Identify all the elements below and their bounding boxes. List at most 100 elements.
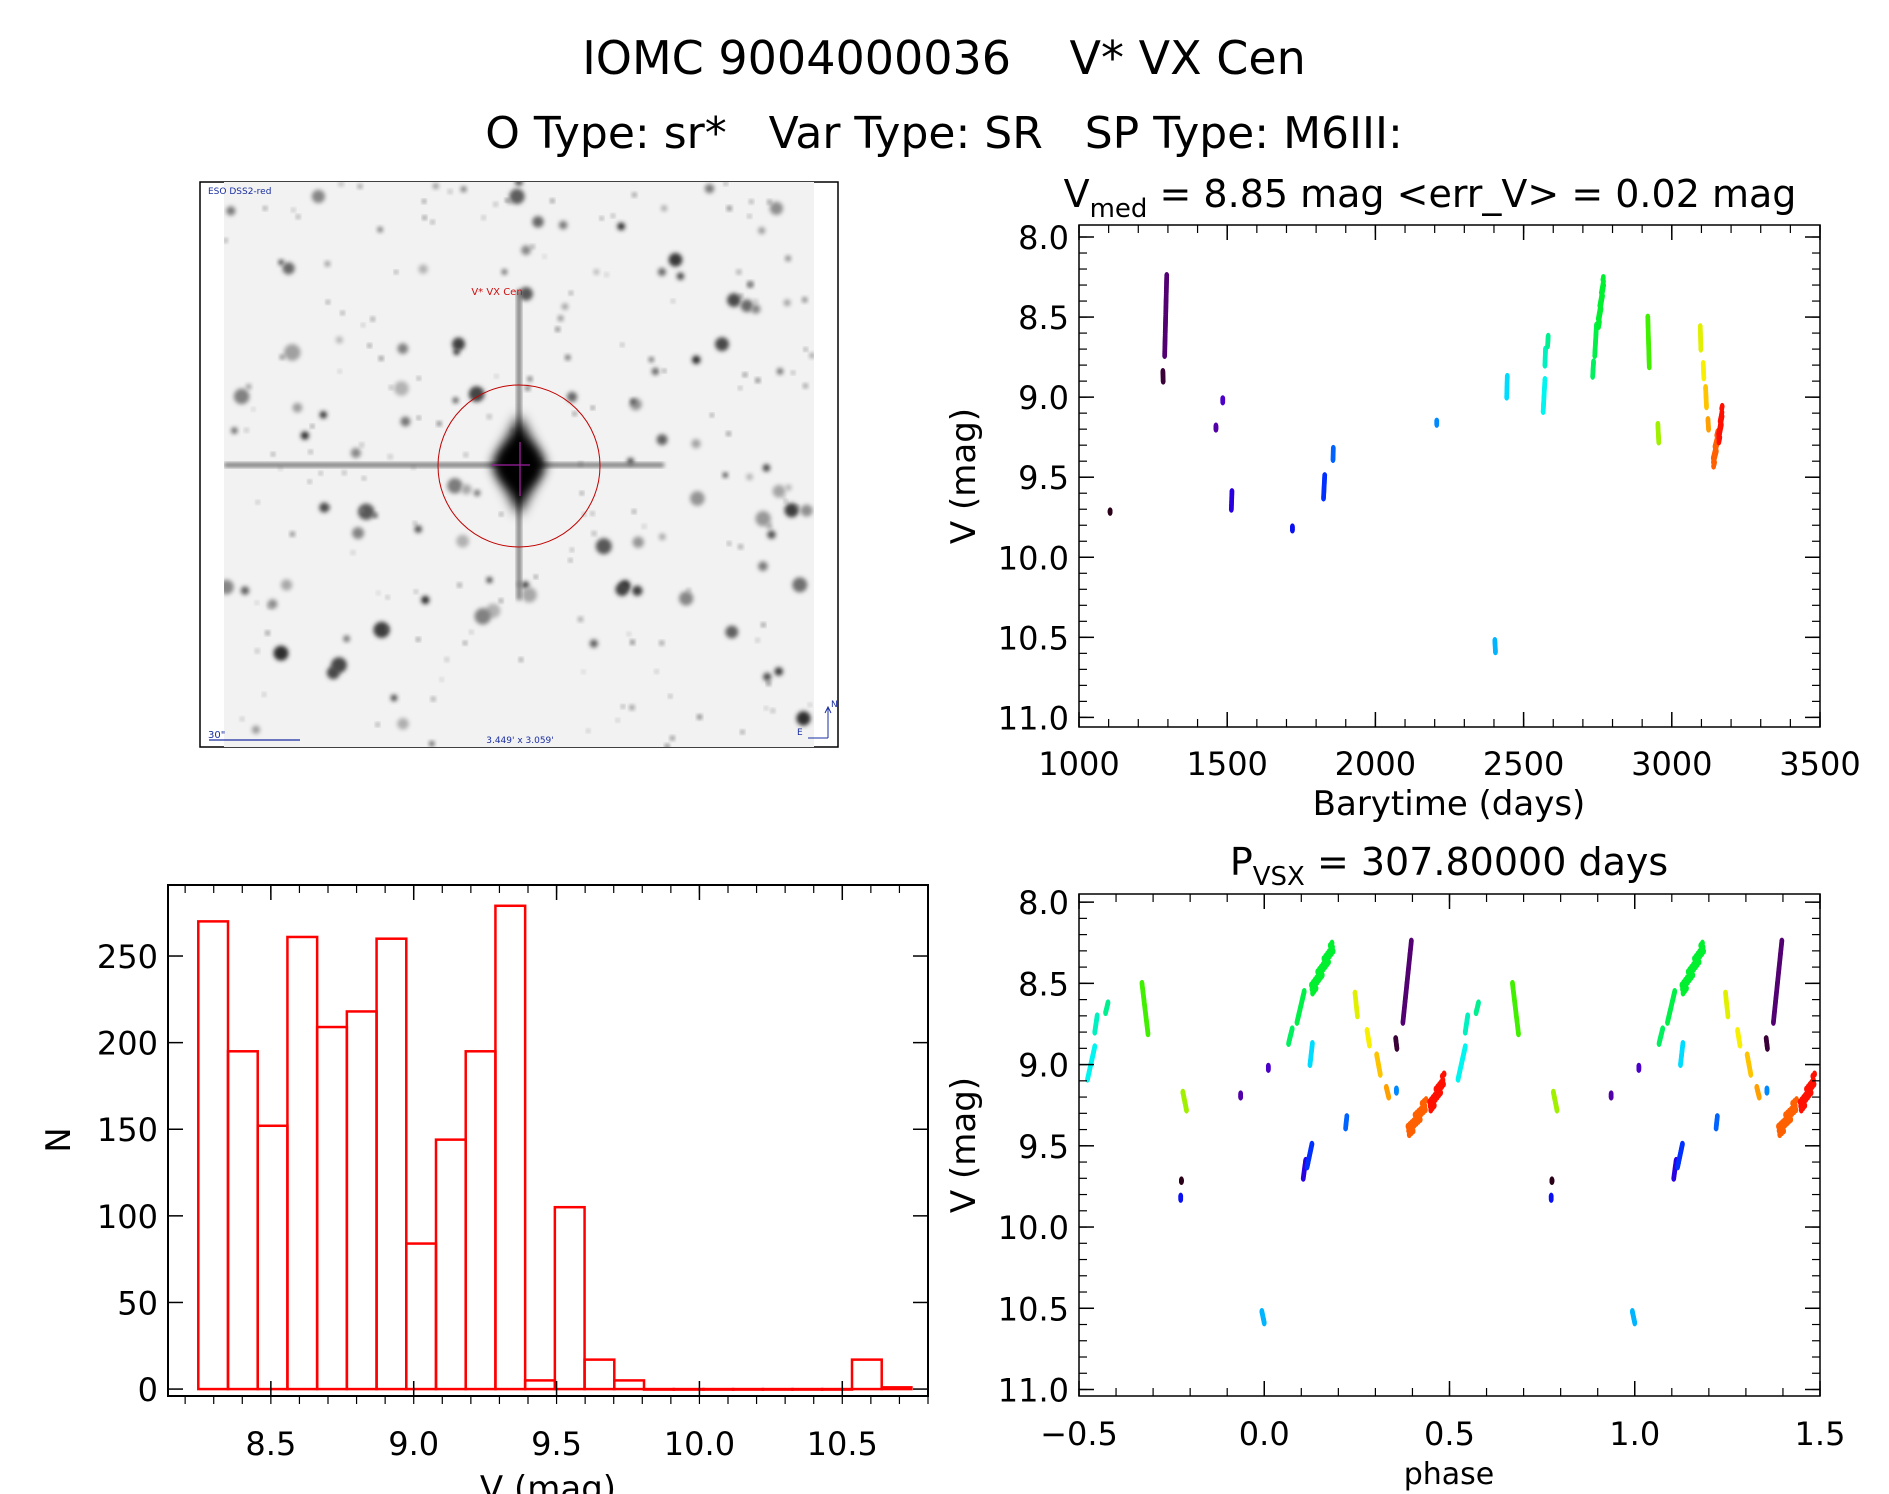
star: [691, 439, 701, 449]
phase-curve-point: [1811, 1080, 1817, 1088]
star: [722, 472, 728, 478]
star: [784, 499, 788, 503]
star: [662, 369, 666, 373]
star: [370, 317, 375, 321]
star: [600, 216, 604, 220]
star: [361, 323, 365, 327]
star: [748, 281, 753, 287]
histogram-bar: [345, 1010, 378, 1391]
phase-curve-point: [1408, 937, 1414, 945]
star: [394, 381, 409, 396]
star: [362, 476, 366, 480]
star: [665, 744, 670, 747]
star: [514, 182, 523, 187]
star: [766, 681, 771, 686]
star: [331, 657, 347, 673]
star: [452, 337, 466, 351]
y-tick-label: 100: [97, 1198, 158, 1236]
histogram-bar: [256, 1124, 289, 1391]
light-curve-point: [1719, 413, 1725, 421]
histogram-bar: [613, 1379, 646, 1391]
phase-curve-point: [1386, 1093, 1392, 1101]
histogram-bar: [761, 1387, 794, 1391]
star: [417, 376, 421, 380]
star: [739, 294, 743, 298]
light-curve-point: [1646, 363, 1652, 371]
phase-curve-point: [1367, 1041, 1372, 1049]
star: [350, 447, 361, 459]
light-curve-point: [1706, 425, 1711, 433]
phase-curve-point: [1092, 1043, 1098, 1051]
phase-curve-point: [1802, 1102, 1808, 1110]
star: [774, 667, 783, 676]
star: [338, 369, 342, 373]
star: [246, 384, 252, 390]
star: [255, 601, 259, 605]
phase-curve-point: [1178, 1195, 1184, 1203]
star: [447, 478, 463, 494]
star: [256, 500, 260, 504]
star: [569, 291, 573, 295]
star: [379, 356, 384, 361]
star: [761, 623, 766, 627]
star: [726, 431, 731, 436]
star: [668, 694, 672, 698]
star: [310, 424, 314, 428]
light-curve-point: [1504, 372, 1510, 380]
star: [388, 454, 393, 459]
star: [291, 208, 295, 212]
star: [521, 581, 530, 589]
light-curve-point: [1330, 444, 1336, 452]
star: [342, 471, 346, 475]
light-curve-title: Vmed = 8.85 mag <err_V> = 0.02 mag: [1064, 172, 1797, 224]
star: [725, 625, 739, 639]
light-curve-point: [1701, 374, 1707, 382]
light-curve-point: [1229, 488, 1235, 496]
star: [630, 640, 635, 645]
star: [499, 598, 503, 603]
star: [505, 198, 509, 202]
phase-curve-point: [1476, 999, 1481, 1007]
star: [469, 630, 473, 634]
light-curve-point: [1107, 508, 1113, 516]
star: [448, 189, 452, 194]
x-tick-label: 10.5: [807, 1425, 878, 1463]
histogram-bar: [523, 1379, 557, 1391]
phase-curve-title: PVSX = 307.80000 days: [1230, 840, 1668, 892]
star: [742, 373, 746, 377]
phase-curve-point: [1179, 1178, 1184, 1186]
histogram-bar: [405, 1242, 438, 1391]
phase-curve-point: [1465, 1012, 1471, 1020]
north-label: N: [831, 700, 838, 710]
star: [397, 343, 409, 354]
phase-curve-point: [1808, 1089, 1814, 1097]
star: [521, 587, 537, 603]
star: [791, 371, 795, 375]
star: [418, 264, 428, 274]
target-crosshair: [492, 442, 530, 496]
light-curve-point: [1220, 398, 1226, 406]
x-tick-label: 9.5: [531, 1425, 582, 1463]
fov-label: 3.449' x 3.059': [486, 736, 554, 746]
phase-curve-point: [1265, 1065, 1271, 1073]
star: [308, 450, 313, 454]
star: [486, 576, 493, 584]
phase-curve-point: [1554, 1106, 1560, 1114]
star: [800, 504, 813, 517]
y-tick-label: 10.5: [998, 619, 1069, 657]
star: [280, 354, 285, 360]
star: [632, 536, 644, 548]
light-curve-point: [1213, 425, 1219, 433]
star: [501, 269, 508, 275]
star: [753, 299, 758, 304]
star: [357, 184, 363, 189]
title-sub: med: [1090, 194, 1148, 224]
star: [632, 192, 637, 197]
star: [437, 421, 442, 426]
y-tick-label: 11.0: [998, 699, 1069, 737]
star: [783, 299, 791, 307]
star: [360, 508, 364, 512]
star: [616, 718, 620, 722]
light-curve-point: [1718, 421, 1724, 429]
star: [746, 473, 753, 481]
